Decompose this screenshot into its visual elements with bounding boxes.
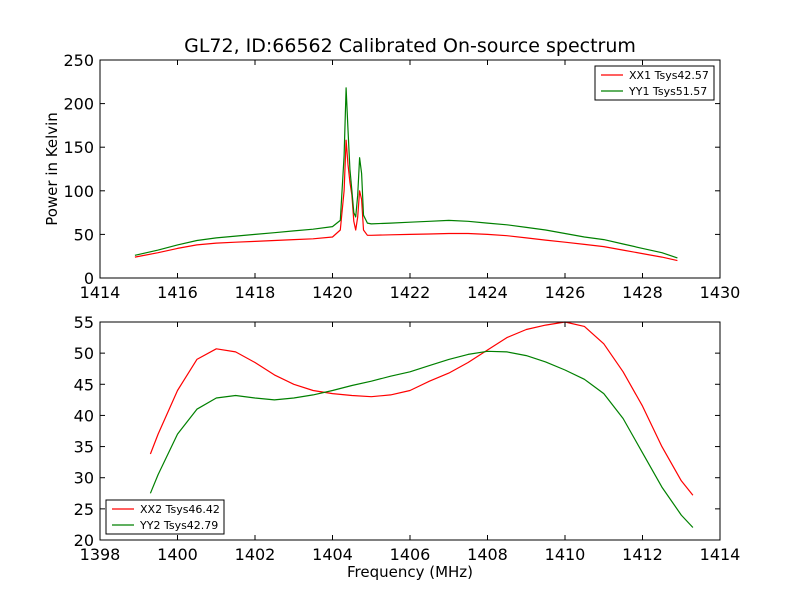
legend-entry-label: YY2 Tsys42.79 bbox=[139, 519, 218, 532]
series-line-1-2 bbox=[134, 87, 678, 259]
x-tick-label: 1420 bbox=[312, 283, 353, 302]
y-tick-label: 0 bbox=[84, 269, 94, 288]
legend: XX2 Tsys46.42 YY2 Tsys42.79 bbox=[105, 499, 225, 535]
y-axis-label: Power in Kelvin bbox=[43, 112, 61, 226]
panel-1: 1414 1416 1418 1420 1422 1424 1426 1428 1430 0 50 1… bbox=[43, 51, 740, 302]
x-tick-label: 1422 bbox=[390, 283, 431, 302]
x-tick-label: 1426 bbox=[545, 283, 586, 302]
x-tick-label: 1404 bbox=[312, 545, 353, 564]
x-tick-label: 1424 bbox=[467, 283, 508, 302]
y-tick-label: 100 bbox=[63, 182, 94, 201]
y-tick-label: 50 bbox=[74, 225, 94, 244]
y-tick-label: 150 bbox=[63, 138, 94, 157]
legend-entry-label: XX2 Tsys46.42 bbox=[140, 503, 220, 516]
y-tick-label: 35 bbox=[74, 438, 94, 457]
x-tick-label: 1402 bbox=[235, 545, 276, 564]
series-line-2-2 bbox=[149, 350, 694, 528]
x-tick-label: 1428 bbox=[622, 283, 663, 302]
x-tick-label: 1414 bbox=[700, 545, 741, 564]
y-tick-label: 55 bbox=[74, 313, 94, 332]
y-tick-label: 50 bbox=[74, 344, 94, 363]
y-tick-label: 45 bbox=[74, 375, 94, 394]
series-line-1-1 bbox=[134, 139, 678, 262]
x-tick-label: 1398 bbox=[80, 545, 121, 564]
x-tick-label: 1410 bbox=[545, 545, 586, 564]
legend-box bbox=[594, 65, 715, 101]
y-tick-label: 30 bbox=[74, 469, 94, 488]
y-tick-label: 20 bbox=[74, 531, 94, 550]
y-tick-label: 250 bbox=[63, 51, 94, 70]
legend: XX1 Tsys42.57 YY1 Tsys51.57 bbox=[594, 65, 715, 101]
x-tick-label: 1412 bbox=[622, 545, 663, 564]
x-tick-label: 1418 bbox=[235, 283, 276, 302]
y-tick-label: 40 bbox=[74, 406, 94, 425]
x-tick-label: 1430 bbox=[700, 283, 741, 302]
x-tick-label: 1408 bbox=[467, 545, 508, 564]
x-tick-label: 1416 bbox=[157, 283, 198, 302]
y-tick-label: 200 bbox=[63, 95, 94, 114]
x-tick-label: 1406 bbox=[390, 545, 431, 564]
x-axis-label: Frequency (MHz) bbox=[347, 563, 473, 581]
chart-title: GL72, ID:66562 Calibrated On-source spec… bbox=[184, 35, 636, 57]
series-line-2-1 bbox=[149, 321, 694, 496]
legend-entry-label: XX1 Tsys42.57 bbox=[629, 69, 709, 82]
x-tick-label: 1400 bbox=[157, 545, 198, 564]
x-tick-label: 1414 bbox=[80, 283, 121, 302]
chart-panels: 1414 1416 1418 1420 1422 1424 1426 1428 14300501… bbox=[43, 51, 740, 581]
legend-box bbox=[105, 499, 225, 535]
y-tick-label: 25 bbox=[74, 500, 94, 519]
panel-2: 1398 1400 1402 1404 1406 1408 1410 1412 1414 20 25… bbox=[74, 313, 741, 581]
legend-entry-label: YY1 Tsys51.57 bbox=[628, 85, 707, 98]
